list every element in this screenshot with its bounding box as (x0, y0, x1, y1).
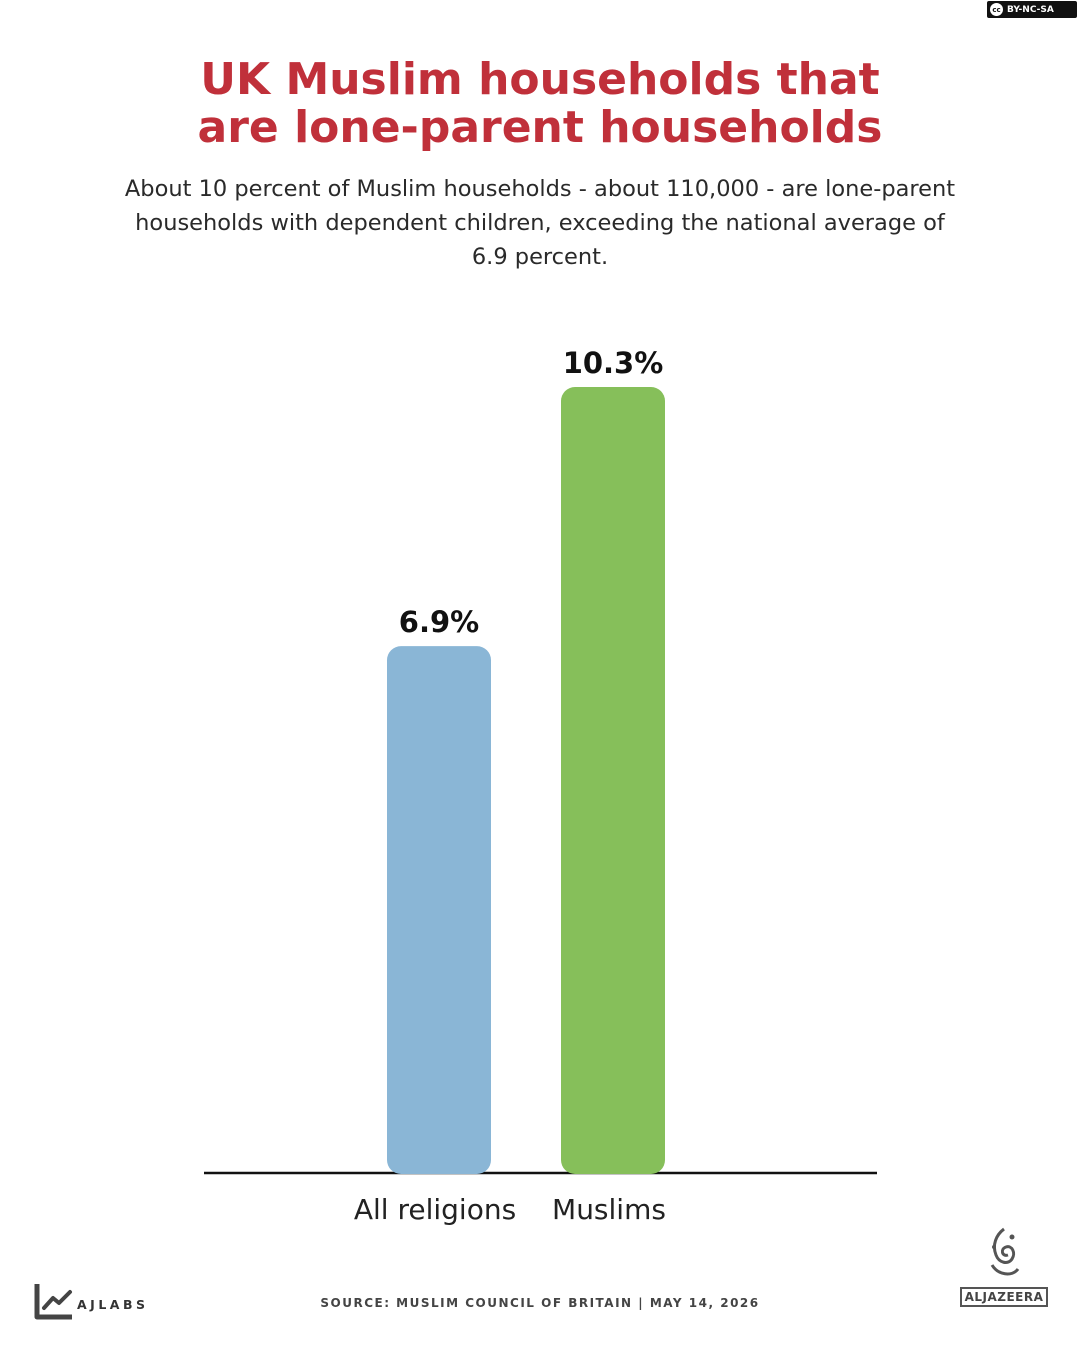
ajlabs-chart-icon (34, 1284, 72, 1320)
title-line-1: UK Muslim households that (200, 54, 880, 105)
chart-title: UK Muslim households that are lone-paren… (90, 56, 990, 152)
creative-commons-icon: cc (990, 3, 1003, 16)
chart-subtitle: About 10 percent of Muslim households - … (124, 176, 956, 270)
category-label: Muslims (552, 1193, 666, 1226)
title-line-2: are lone-parent households (197, 102, 883, 153)
category-label: All religions (354, 1193, 516, 1226)
aljazeera-wordmark: ALJAZEERA (959, 1287, 1049, 1307)
bar-muslims (561, 387, 665, 1174)
ajlabs-logo: AJLABS (34, 1282, 149, 1320)
aljazeera-calligraphy-icon (990, 1227, 1020, 1276)
license-text: BY-NC-SA (1007, 4, 1054, 15)
value-label: 10.3% (563, 346, 664, 380)
source-line: SOURCE: MUSLIM COUNCIL OF BRITAIN | MAY … (320, 1296, 760, 1310)
value-label: 6.9% (399, 605, 479, 639)
bar-all-religions (387, 646, 491, 1174)
aljazeera-logo: ALJAZEERA (958, 1225, 1050, 1307)
cc-license-badge: cc BY-NC-SA (987, 1, 1077, 18)
ajlabs-brand: AJLABS (77, 1297, 149, 1312)
